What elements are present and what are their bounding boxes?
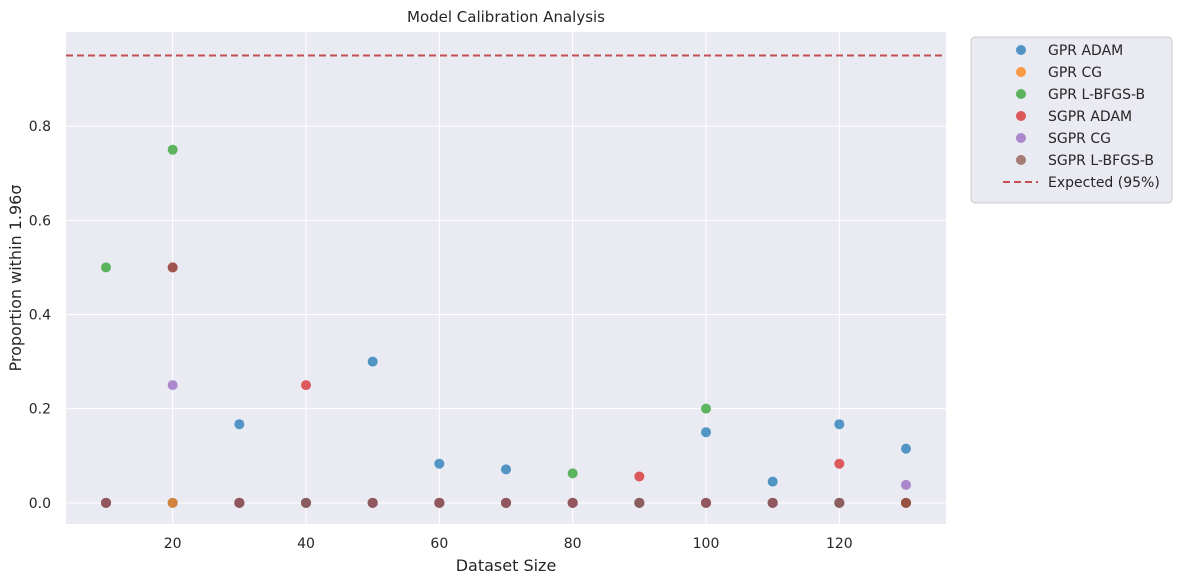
plot-area [66, 32, 946, 524]
legend-label: SGPR L-BFGS-B [1048, 153, 1154, 169]
legend-marker [1016, 67, 1026, 77]
y-axis-label: Proportion within 1.96σ [6, 184, 25, 371]
data-point-series-0 [834, 419, 845, 430]
data-point-series-5 [767, 497, 778, 508]
legend-marker [1016, 111, 1026, 121]
data-point-series-5 [501, 497, 511, 508]
data-point-series-5 [434, 497, 445, 508]
x-tick-label: 120 [826, 536, 853, 552]
y-tick-label: 0.8 [29, 119, 51, 135]
data-point-series-1 [167, 497, 178, 508]
data-point-series-0 [901, 443, 911, 454]
legend-marker [1016, 155, 1026, 165]
data-point-series-2 [701, 403, 711, 414]
data-point-series-5 [567, 497, 578, 508]
x-tick-label: 100 [693, 536, 720, 552]
data-point-series-5 [234, 497, 245, 508]
legend-label: Expected (95%) [1048, 175, 1160, 191]
y-tick-label: 0.2 [29, 402, 51, 418]
x-tick-label: 60 [430, 536, 448, 552]
data-point-series-3 [834, 458, 845, 469]
data-point-series-4 [901, 479, 911, 490]
y-tick-label: 0.6 [29, 213, 51, 229]
x-tick-label: 40 [297, 536, 315, 552]
data-point-series-0 [767, 476, 778, 487]
data-point-series-0 [234, 419, 245, 430]
data-point-series-2 [567, 468, 578, 479]
data-point-series-0 [434, 458, 445, 469]
legend-label: SGPR CG [1048, 131, 1111, 147]
legend-label: SGPR ADAM [1048, 109, 1132, 125]
data-point-series-5 [634, 497, 645, 508]
y-tick-label: 0.4 [29, 307, 51, 323]
x-tick-label: 20 [164, 536, 182, 552]
data-point-series-5 [167, 262, 178, 273]
x-axis-label: Dataset Size [456, 556, 557, 575]
legend-label: GPR CG [1048, 65, 1102, 81]
legend-label: GPR ADAM [1048, 43, 1123, 59]
data-point-series-5 [367, 497, 378, 508]
legend: GPR ADAM GPR CG GPR L-BFGS-B SGPR ADAM SGPR … [970, 36, 1173, 204]
grid-lines [66, 32, 946, 524]
x-tick-label: 80 [564, 536, 582, 552]
data-point-series-5 [901, 497, 911, 508]
legend-marker [1016, 45, 1026, 55]
data-point-series-0 [501, 464, 511, 475]
data-point-series-3 [634, 471, 645, 482]
data-points [101, 144, 911, 508]
data-point-series-4 [167, 380, 178, 391]
data-point-series-3 [301, 380, 311, 391]
data-point-series-2 [167, 144, 178, 155]
data-point-series-5 [701, 497, 711, 508]
legend-marker [1016, 133, 1026, 143]
legend-marker [1016, 89, 1026, 99]
legend-label: GPR L-BFGS-B [1048, 87, 1145, 103]
tick-labels: 20 40 60 80 100 120 0.0 0.2 0.4 0.6 0.8 [29, 119, 853, 552]
y-tick-label: 0.0 [29, 496, 51, 512]
data-point-series-0 [701, 427, 711, 438]
data-point-series-0 [367, 356, 378, 367]
chart-title: Model Calibration Analysis [407, 8, 605, 26]
data-point-series-5 [834, 497, 845, 508]
data-point-series-5 [301, 497, 311, 508]
data-point-series-5 [101, 497, 111, 508]
data-point-series-2 [101, 262, 111, 273]
